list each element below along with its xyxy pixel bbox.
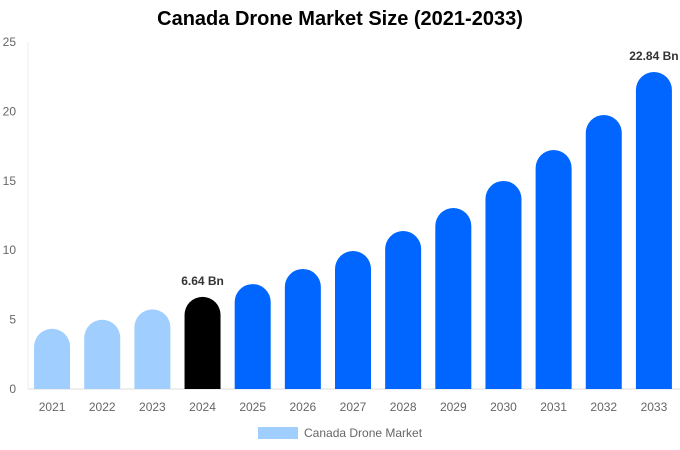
bar-2025 [234,284,271,389]
x-tick-label: 2027 [340,400,367,414]
x-tick-label: 2030 [490,400,517,414]
chart-title: Canada Drone Market Size (2021-2033) [157,8,523,30]
x-tick-label: 2028 [390,400,417,414]
y-tick-label: 10 [3,243,17,257]
y-tick-label: 25 [3,35,17,49]
legend[interactable]: Canada Drone Market [258,426,422,440]
y-tick-label: 5 [9,313,16,327]
bar-2026 [284,268,321,389]
bar-2027 [335,251,371,389]
y-tick-label: 20 [3,104,17,118]
bar-2033 [635,71,672,389]
x-tick-label: 2032 [590,400,617,414]
bar-2031 [535,149,572,389]
x-tick-label: 2031 [540,400,567,414]
bar-2030 [485,180,522,389]
bar-2028 [385,231,422,389]
x-tick-label: 2033 [641,400,668,414]
x-tick-label: 2022 [89,400,116,414]
x-tick-label: 2029 [440,400,467,414]
x-tick-label: 2025 [239,400,266,414]
bar-2021 [34,328,71,389]
bar-2024 [184,296,221,389]
data-label: 22.84 Bn [629,49,678,63]
bar-2022 [84,319,121,389]
x-tick-label: 2021 [39,400,66,414]
bar-2029 [435,208,472,389]
x-tick-label: 2026 [289,400,316,414]
y-tick-label: 15 [3,174,17,188]
x-tick-label: 2024 [189,400,216,414]
bar-2032 [585,115,622,390]
bar-2023 [134,309,171,389]
y-tick-label: 0 [9,382,16,396]
data-label: 6.64 Bn [181,274,224,288]
x-tick-label: 2023 [139,400,166,414]
legend-label: Canada Drone Market [304,426,423,440]
legend-swatch [258,427,298,439]
